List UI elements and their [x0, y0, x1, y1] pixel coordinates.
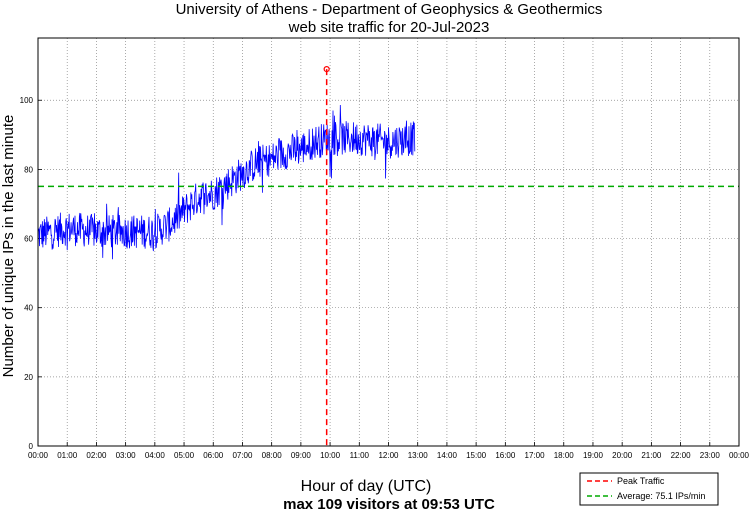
- traffic-series-line: [38, 105, 415, 259]
- x-tick-label: 10:00: [320, 451, 341, 460]
- x-tick-label: 20:00: [612, 451, 633, 460]
- x-tick-label: 09:00: [291, 451, 312, 460]
- y-tick-label: 80: [24, 165, 33, 174]
- x-tick-label: 04:00: [145, 451, 166, 460]
- x-tick-label: 19:00: [583, 451, 604, 460]
- legend-average-label: Average: 75.1 IPs/min: [617, 491, 705, 501]
- chart-caption: max 109 visitors at 09:53 UTC: [283, 496, 495, 511]
- x-tick-label: 11:00: [350, 451, 370, 460]
- x-tick-label: 23:00: [700, 451, 721, 460]
- x-tick-label: 03:00: [116, 451, 137, 460]
- x-tick-label: 02:00: [86, 451, 107, 460]
- x-tick-label: 05:00: [174, 451, 195, 460]
- x-axis-label: Hour of day (UTC): [301, 478, 432, 495]
- y-axis-label: Number of unique IPs in the last minute: [0, 115, 17, 378]
- y-tick-label: 40: [24, 304, 33, 313]
- x-tick-label: 15:00: [466, 451, 487, 460]
- x-tick-label: 12:00: [378, 451, 399, 460]
- legend: Peak Traffic Average: 75.1 IPs/min: [580, 473, 718, 505]
- x-tick-label: 00:00: [729, 451, 750, 460]
- x-tick-label: 22:00: [671, 451, 692, 460]
- x-tick-label: 21:00: [641, 451, 662, 460]
- x-tick-label: 06:00: [203, 451, 224, 460]
- x-tick-label: 17:00: [525, 451, 546, 460]
- y-tick-label: 60: [24, 235, 33, 244]
- x-tick-label: 14:00: [437, 451, 458, 460]
- chart-title: University of Athens - Department of Geo…: [176, 1, 603, 18]
- x-tick-label: 07:00: [232, 451, 253, 460]
- axis-ticks: 00:00 01:00 02:00 03:00 04:00 05:00 06:00 07:00…: [20, 96, 750, 460]
- legend-peak-label: Peak Traffic: [617, 476, 665, 486]
- grid-lines: [38, 38, 739, 446]
- y-tick-label: 100: [20, 96, 34, 105]
- x-tick-label: 08:00: [262, 451, 283, 460]
- traffic-chart: University of Athens - Department of Geo…: [0, 0, 750, 511]
- y-tick-label: 20: [24, 373, 33, 382]
- chart-subtitle: web site traffic for 20-Jul-2023: [288, 19, 490, 36]
- x-tick-label: 13:00: [408, 451, 429, 460]
- x-tick-label: 00:00: [28, 451, 49, 460]
- x-tick-label: 01:00: [57, 451, 78, 460]
- x-tick-label: 18:00: [554, 451, 575, 460]
- x-tick-label: 16:00: [495, 451, 516, 460]
- y-tick-label: 0: [29, 442, 34, 451]
